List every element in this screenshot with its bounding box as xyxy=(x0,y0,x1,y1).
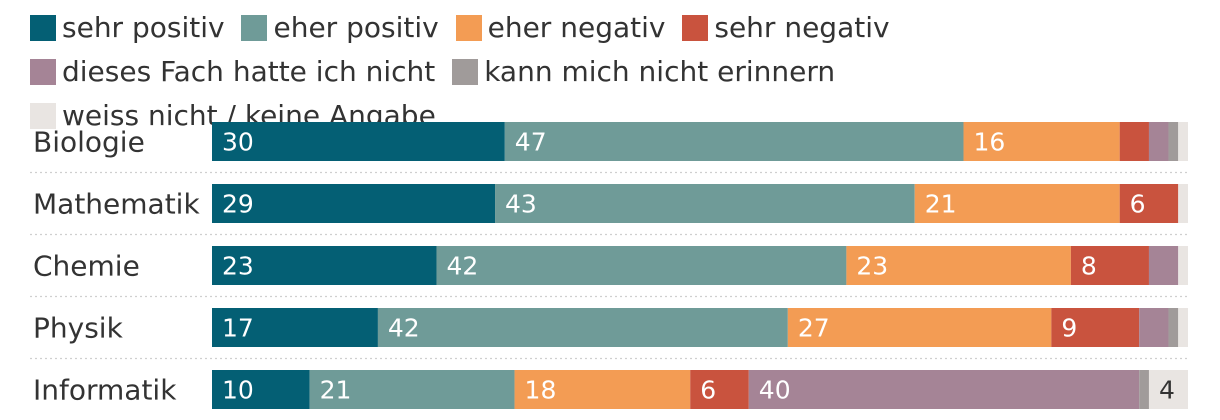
bar-segment-physik-kann-mich-nicht-erinnern xyxy=(1168,308,1179,347)
bar-segment-chemie-sehr-positiv xyxy=(212,246,437,285)
legend-item-sehr-positiv: sehr positiv xyxy=(30,6,225,50)
legend-label: eher positiv xyxy=(273,11,439,44)
bar-segment-chemie-eher-positiv xyxy=(436,246,847,285)
legend-label: sehr positiv xyxy=(62,11,225,44)
bar-segment-mathematik-eher-negativ xyxy=(914,184,1120,223)
bar-segment-biologie-dieses-fach-hatte-ich-nicht xyxy=(1148,122,1169,161)
legend-swatch xyxy=(455,15,482,41)
data-label-informatik-dieses-fach-hatte-ich-nicht: 40 xyxy=(759,376,791,405)
legend-label: kann mich nicht erinnern xyxy=(484,55,836,88)
bar-segment-physik-sehr-positiv xyxy=(212,308,378,347)
data-label-biologie-eher-positiv: 47 xyxy=(515,128,547,157)
data-label-physik-eher-negativ: 27 xyxy=(798,314,830,343)
data-label-informatik-eher-negativ: 18 xyxy=(525,376,557,405)
legend-item-nicht-erinnern: kann mich nicht erinnern xyxy=(452,50,835,94)
bar-segment-physik-eher-negativ xyxy=(787,308,1052,347)
legend-label: dieses Fach hatte ich nicht xyxy=(62,55,436,88)
legend-swatch xyxy=(30,103,56,129)
data-label-physik-eher-positiv: 42 xyxy=(388,314,420,343)
bar-segment-biologie-kann-mich-nicht-erinnern xyxy=(1168,122,1179,161)
category-label-chemie: Chemie xyxy=(33,250,140,283)
data-label-informatik-eher-positiv: 21 xyxy=(320,376,352,405)
bar-segment-physik-dieses-fach-hatte-ich-nicht xyxy=(1139,308,1169,347)
bar-segment-informatik-sehr-negativ xyxy=(690,370,749,409)
legend-label: eher negativ xyxy=(487,11,666,44)
bar-segment-informatik-weiss-nicht-keine-angabe xyxy=(1148,370,1188,409)
data-label-chemie-eher-positiv: 42 xyxy=(446,252,478,281)
bar-segment-chemie-eher-negativ xyxy=(846,246,1071,285)
legend-label: sehr negativ xyxy=(714,11,890,44)
bar-segment-mathematik-sehr-negativ xyxy=(1119,184,1179,223)
data-label-chemie-eher-negativ: 23 xyxy=(856,252,888,281)
legend-swatch xyxy=(682,15,709,41)
data-label-chemie-sehr-positiv: 23 xyxy=(222,252,254,281)
bar-segment-biologie-eher-negativ xyxy=(963,122,1120,161)
legend-swatch xyxy=(452,59,479,85)
legend-item-eher-negativ: eher negativ xyxy=(455,6,666,50)
category-label-biologie: Biologie xyxy=(33,126,145,159)
data-label-physik-sehr-positiv: 17 xyxy=(222,314,254,343)
bar-segment-biologie-sehr-negativ xyxy=(1119,122,1149,161)
data-label-informatik-weiss-nicht-keine-angabe: 4 xyxy=(1159,376,1175,405)
bar-segment-chemie-weiss-nicht-keine-angabe xyxy=(1178,246,1188,285)
legend-item-eher-positiv: eher positiv xyxy=(241,6,439,50)
data-label-informatik-sehr-negativ: 6 xyxy=(700,376,716,405)
bar-segment-biologie-sehr-positiv xyxy=(212,122,505,161)
data-label-biologie-eher-negativ: 16 xyxy=(974,128,1006,157)
legend-item-sehr-negativ: sehr negativ xyxy=(682,6,890,50)
category-label-physik: Physik xyxy=(33,312,124,345)
data-label-mathematik-sehr-negativ: 6 xyxy=(1130,190,1146,219)
bar-segment-physik-sehr-negativ xyxy=(1051,308,1140,347)
legend-swatch xyxy=(30,59,56,85)
category-label-mathematik: Mathematik xyxy=(33,188,200,221)
bar-segment-chemie-dieses-fach-hatte-ich-nicht xyxy=(1148,246,1179,285)
data-label-mathematik-eher-positiv: 43 xyxy=(505,190,537,219)
data-label-informatik-sehr-positiv: 10 xyxy=(222,376,254,405)
bar-segment-physik-weiss-nicht-keine-angabe xyxy=(1178,308,1188,347)
bar-segment-biologie-weiss-nicht-keine-angabe xyxy=(1178,122,1188,161)
legend-swatch xyxy=(241,15,268,41)
bar-segment-informatik-sehr-positiv xyxy=(212,370,310,409)
bar-segment-informatik-eher-negativ xyxy=(514,370,691,409)
legend-item-fach-nicht: dieses Fach hatte ich nicht xyxy=(30,50,435,94)
bar-segment-mathematik-weiss-nicht-keine-angabe xyxy=(1178,184,1188,223)
data-label-mathematik-sehr-positiv: 29 xyxy=(222,190,254,219)
bar-segment-biologie-eher-positiv xyxy=(504,122,964,161)
data-label-biologie-sehr-positiv: 30 xyxy=(222,128,254,157)
bar-segment-informatik-eher-positiv xyxy=(309,370,515,409)
bar-segment-informatik-dieses-fach-hatte-ich-nicht xyxy=(748,370,1140,409)
bar-segment-informatik-kann-mich-nicht-erinnern xyxy=(1139,370,1149,409)
bar-segment-chemie-sehr-negativ xyxy=(1070,246,1149,285)
bar-segment-mathematik-sehr-positiv xyxy=(212,184,496,223)
bar-segment-mathematik-eher-positiv xyxy=(495,184,915,223)
data-label-chemie-sehr-negativ: 8 xyxy=(1081,252,1097,281)
legend-swatch xyxy=(30,15,56,41)
data-label-mathematik-eher-negativ: 21 xyxy=(925,190,957,219)
category-label-informatik: Informatik xyxy=(33,374,177,407)
data-label-physik-sehr-negativ: 9 xyxy=(1061,314,1077,343)
bar-segment-physik-eher-positiv xyxy=(377,308,788,347)
